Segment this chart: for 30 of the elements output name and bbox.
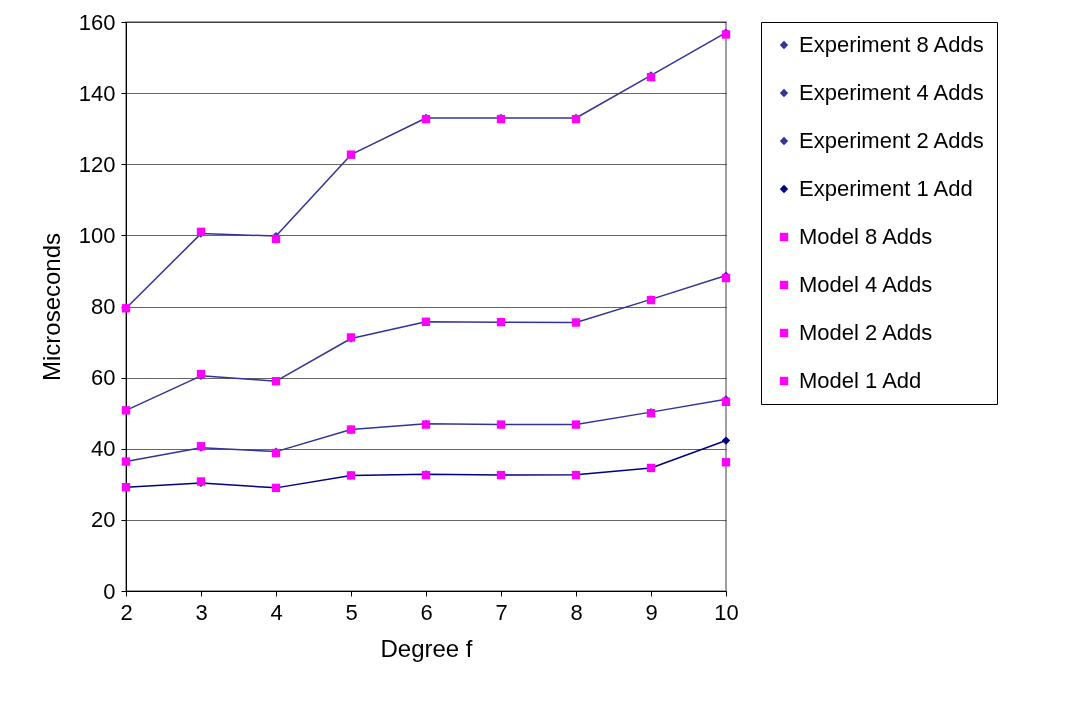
legend-label: Experiment 2 Adds [799, 128, 984, 153]
x-tick-label: 6 [420, 599, 433, 625]
x-tick-label: 9 [645, 599, 658, 625]
legend-label: Experiment 4 Adds [799, 80, 984, 105]
y-tick-label: 20 [91, 507, 116, 533]
y-tick-label: 80 [91, 294, 116, 319]
legend-label: Experiment 1 Add [799, 176, 973, 201]
point [721, 458, 731, 467]
y-tick-label: 100 [78, 222, 116, 248]
x-tick-label: 4 [270, 599, 283, 625]
y-tick-label: 0 [103, 578, 116, 604]
x-axis-title: Degree f [380, 634, 473, 662]
x-tick-label: 7 [495, 599, 508, 625]
y-tick-label: 140 [78, 80, 116, 106]
y-tick-label: 60 [91, 365, 116, 391]
legend-label: Experiment 8 Adds [799, 32, 984, 57]
point [721, 436, 731, 445]
y-tick-label: 120 [78, 151, 116, 177]
legend-label: Model 4 Adds [799, 272, 933, 297]
x-tick-label: 2 [120, 599, 133, 625]
x-tick-label: 10 [714, 599, 739, 625]
x-tick-label: 8 [570, 599, 583, 625]
y-tick-label: 160 [78, 9, 116, 35]
y-axis-title: Microseconds [37, 232, 65, 382]
legend-label: Model 1 Add [799, 368, 922, 393]
legend-label: Model 8 Adds [799, 224, 933, 249]
y-tick-label: 40 [91, 436, 116, 462]
x-tick-label: 5 [345, 599, 358, 625]
x-tick-label: 3 [195, 599, 208, 625]
legend-label: Model 2 Adds [799, 320, 933, 345]
